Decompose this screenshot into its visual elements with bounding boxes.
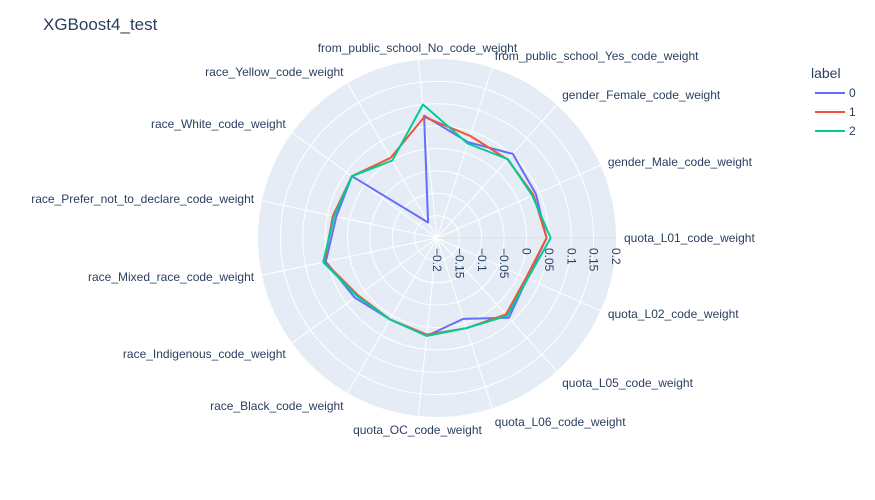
radial-tick-label: −0.15 xyxy=(452,248,466,279)
angular-axis-labels: quota_L01_code_weight gender_Male_code_we… xyxy=(31,41,755,437)
grid-spoke xyxy=(417,59,438,239)
angular-axis-label: race_Prefer_not_to_declare_code_weight xyxy=(31,192,254,206)
angular-axis-label: gender_Female_code_weight xyxy=(562,88,721,102)
grid-spoke xyxy=(261,200,438,239)
grid-spoke xyxy=(261,237,438,276)
legend-item-2[interactable]: 2 xyxy=(815,124,856,138)
radial-tick-label: −0.05 xyxy=(497,248,511,279)
legend-label: 2 xyxy=(849,124,856,138)
series-line-2 xyxy=(322,103,552,337)
angular-axis-label: race_Yellow_code_weight xyxy=(205,65,344,79)
angular-axis-label: quota_L06_code_weight xyxy=(495,415,626,429)
grid-spoke xyxy=(417,237,438,417)
grid-spoke xyxy=(347,237,438,394)
grid-spoke xyxy=(436,237,601,312)
legend-item-0[interactable]: 0 xyxy=(815,86,856,100)
radial-tick-label: −0.1 xyxy=(475,248,489,272)
legend-item-1[interactable]: 1 xyxy=(815,105,856,119)
angular-axis-label: from_public_school_Yes_code_weight xyxy=(495,49,699,63)
radial-tick-label: 0.1 xyxy=(564,248,578,265)
angular-axis-label: quota_L01_code_weight xyxy=(624,231,755,245)
legend-label: 1 xyxy=(849,105,856,119)
angular-axis-label: quota_L02_code_weight xyxy=(608,307,739,321)
grid-spoke xyxy=(436,104,558,239)
angular-axis-label: quota_OC_code_weight xyxy=(353,423,482,437)
angular-axis-label: race_Indigenous_code_weight xyxy=(123,347,286,361)
grid-spoke xyxy=(291,132,438,239)
angular-axis-label: race_Mixed_race_code_weight xyxy=(88,270,255,284)
angular-axis-label: race_Black_code_weight xyxy=(210,399,344,413)
angular-axis-label: quota_L05_code_weight xyxy=(562,376,693,390)
radial-tick-label: 0 xyxy=(520,248,534,255)
grid-spoke xyxy=(436,237,558,372)
legend-label: 0 xyxy=(849,86,856,100)
radial-tick-label: 0.15 xyxy=(587,248,601,272)
chart-title: XGBoost4_test xyxy=(43,15,158,34)
grid-spoke xyxy=(291,237,438,344)
angular-axis-label: from_public_school_No_code_weight xyxy=(318,41,518,55)
radial-tick-label: 0.05 xyxy=(542,248,556,272)
angular-axis-label: race_White_code_weight xyxy=(151,117,286,131)
series-lines xyxy=(322,103,552,337)
legend[interactable]: label 0 1 2 xyxy=(811,65,856,138)
polar-grid xyxy=(261,59,616,417)
legend-title: label xyxy=(811,65,841,81)
radial-tick-label: −0.2 xyxy=(430,248,444,272)
grid-spoke xyxy=(436,67,493,239)
radial-tick-label: 0.2 xyxy=(609,248,623,265)
grid-spoke xyxy=(436,164,601,239)
angular-axis-label: gender_Male_code_weight xyxy=(608,155,753,169)
radial-tick-labels: −0.2 −0.15 −0.1 −0.05 0 0.05 0.1 0.15 0.2 xyxy=(430,248,623,279)
grid-spoke xyxy=(436,237,493,409)
